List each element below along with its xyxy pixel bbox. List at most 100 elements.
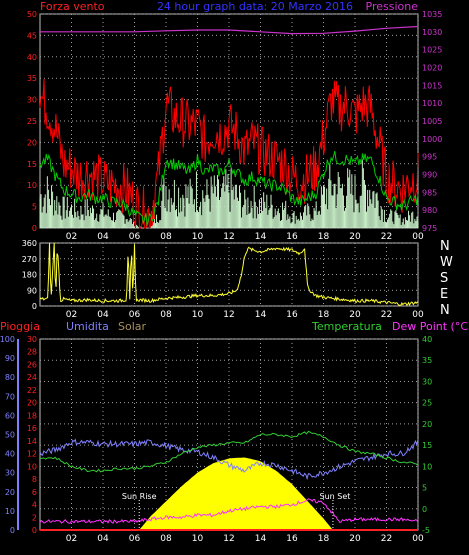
direction-y-tick-label: 180 [22, 271, 37, 280]
pressure-y-tick-label: 1030 [422, 28, 442, 37]
humidity-y-tick-label: 60 [5, 411, 15, 420]
wind-y-tick-label: 30 [27, 96, 37, 105]
weather-x-tick-label: 18 [318, 534, 330, 544]
humidity-y-tick-label: 80 [5, 373, 15, 382]
wind-x-tick-label: 08 [160, 232, 172, 242]
temperature-y-tick-label: 15 [422, 441, 432, 450]
pressure-y-tick-label: 1010 [422, 99, 442, 108]
pressure-y-tick-label: 975 [422, 224, 437, 233]
compass-south: S [440, 271, 448, 286]
wind-x-tick-label: 22 [381, 232, 392, 242]
humidity-y-tick-label: 20 [5, 488, 15, 497]
humidity-legend: Umidita [66, 320, 109, 333]
wind-x-tick-label: 14 [255, 232, 267, 242]
dew-point-line [39, 498, 419, 524]
direction-y-tick-label: 270 [22, 255, 37, 264]
pressure-axis-title: Pressione [366, 0, 419, 13]
direction-x-tick-label: 12 [223, 310, 234, 320]
humidity-y-tick-label: 30 [5, 469, 15, 478]
temperature-y-tick-label: -5 [422, 526, 430, 535]
rain-y-tick-label: 16 [27, 424, 37, 433]
temperature-legend: Temperatura [311, 320, 382, 333]
humidity-y-tick-label: 0 [10, 526, 15, 535]
chart-title: 24 hour graph data: 20 Marzo 2016 [157, 0, 353, 13]
direction-x-tick-label: 10 [192, 310, 204, 320]
direction-x-tick-label: 04 [97, 310, 109, 320]
humidity-y-tick-label: 100 [0, 335, 15, 344]
pressure-y-tick-label: 1035 [422, 10, 442, 19]
wind-x-tick-label: 04 [97, 232, 109, 242]
rain-y-tick-label: 10 [27, 462, 37, 471]
direction-x-tick-label: 08 [160, 310, 172, 320]
pressure-y-tick-label: 995 [422, 153, 437, 162]
temperature-y-tick-label: 40 [422, 335, 432, 344]
weather-x-tick-label: 08 [160, 534, 172, 544]
rain-y-tick-label: 18 [27, 411, 37, 420]
solar-legend: Solar [118, 320, 147, 333]
humidity-y-tick-label: 10 [5, 507, 15, 516]
pressure-y-tick-label: 1000 [422, 135, 442, 144]
direction-y-tick-label: 360 [22, 239, 37, 248]
humidity-line [39, 438, 419, 481]
temperature-y-tick-label: 20 [422, 420, 432, 429]
rain-y-tick-label: 14 [27, 437, 37, 446]
rain-legend: Pioggia [0, 320, 40, 333]
temperature-y-tick-label: 35 [422, 356, 432, 365]
weather-x-tick-label: 10 [192, 534, 204, 544]
solar-area [139, 457, 333, 530]
rain-y-tick-label: 6 [32, 488, 37, 497]
rain-y-tick-label: 30 [27, 335, 37, 344]
direction-x-tick-label: 06 [129, 310, 141, 320]
weather-x-tick-label: 04 [97, 534, 109, 544]
wind-x-tick-label: 20 [349, 232, 361, 242]
wind-average-line [39, 150, 419, 226]
weather-x-tick-label: 16 [286, 534, 298, 544]
rain-y-tick-label: 28 [27, 348, 37, 357]
direction-x-tick-label: 02 [66, 310, 77, 320]
compass-north-top: N [440, 239, 450, 254]
rain-y-tick-label: 8 [32, 475, 37, 484]
wind-x-tick-label: 00 [412, 232, 424, 242]
temperature-y-tick-label: 30 [422, 377, 432, 386]
rain-y-tick-label: 20 [27, 399, 37, 408]
weather-x-tick-label: 06 [129, 534, 141, 544]
humidity-y-tick-label: 40 [5, 450, 15, 459]
weather-x-tick-label: 20 [349, 534, 361, 544]
wind-x-tick-label: 18 [318, 232, 330, 242]
weather-x-tick-label: 22 [381, 534, 392, 544]
rain-y-tick-label: 2 [32, 513, 37, 522]
wind-y-tick-label: 35 [27, 74, 37, 83]
weather-x-tick-label: 12 [223, 534, 234, 544]
sunrise-label: Sun Rise [122, 492, 157, 501]
rain-y-tick-label: 12 [27, 450, 37, 459]
pressure-line [40, 25, 419, 35]
direction-x-tick-label: 20 [349, 310, 361, 320]
direction-x-tick-label: 14 [255, 310, 267, 320]
rain-y-tick-label: 24 [27, 373, 37, 382]
pressure-y-tick-label: 990 [422, 171, 437, 180]
pressure-y-tick-label: 1005 [422, 117, 442, 126]
rain-y-tick-label: 4 [32, 501, 37, 510]
wind-direction-line [39, 242, 419, 307]
pressure-y-tick-label: 985 [422, 188, 437, 197]
direction-x-tick-label: 00 [412, 310, 424, 320]
compass-east: E [440, 287, 448, 302]
humidity-y-tick-label: 50 [5, 431, 15, 440]
direction-x-tick-label: 22 [381, 310, 392, 320]
wind-y-tick-label: 40 [27, 53, 37, 62]
wind-x-tick-label: 16 [286, 232, 298, 242]
direction-x-tick-label: 16 [286, 310, 298, 320]
wind-x-tick-label: 06 [129, 232, 141, 242]
weather-x-tick-label: 02 [66, 534, 77, 544]
compass-north-bottom: N [440, 303, 450, 318]
direction-x-tick-label: 18 [318, 310, 330, 320]
direction-y-tick-label: 90 [27, 286, 37, 295]
temperature-y-tick-label: 5 [422, 484, 427, 493]
wind-y-tick-label: 50 [27, 10, 37, 19]
wind-x-tick-label: 02 [66, 232, 77, 242]
humidity-y-tick-label: 70 [5, 392, 15, 401]
wind-y-tick-label: 25 [27, 117, 37, 126]
pressure-y-tick-label: 1025 [422, 46, 442, 55]
direction-y-tick-label: 0 [32, 302, 37, 311]
